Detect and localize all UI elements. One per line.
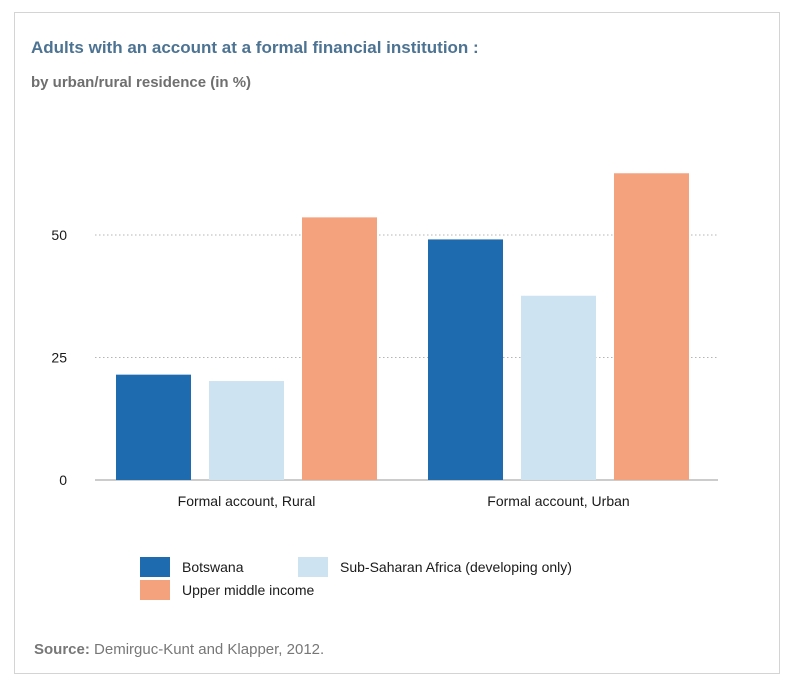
y-tick-label-50: 50 — [51, 227, 67, 243]
x-category-label-formal-account-urban: Formal account, Urban — [487, 493, 629, 509]
legend-label-botswana: Botswana — [182, 559, 244, 575]
legend-swatch-botswana — [140, 557, 170, 577]
legend-item-botswana: Botswana — [140, 557, 243, 577]
y-tick-label-25: 25 — [51, 350, 67, 366]
bar-sub-saharan-africa-developing-only-formal-account-rural — [209, 381, 284, 480]
legend-label-upper-middle-income: Upper middle income — [182, 582, 315, 598]
legend-item-upper-middle-income: Upper middle income — [140, 580, 314, 600]
source-note: Source: Demirguc-Kunt and Klapper, 2012. — [34, 641, 324, 658]
legend-swatch-sub-saharan-africa — [298, 557, 328, 577]
chart-title: Adults with an account at a formal finan… — [31, 38, 479, 57]
legend-item-sub-saharan-africa: Sub-Saharan Africa (developing only) — [298, 557, 572, 577]
source-text: Demirguc-Kunt and Klapper, 2012. — [94, 641, 325, 658]
source-label: Source: — [34, 641, 90, 658]
bar-upper-middle-income-formal-account-rural — [302, 217, 377, 481]
x-category-label-formal-account-rural: Formal account, Rural — [178, 493, 316, 509]
legend-label-sub-saharan-africa: Sub-Saharan Africa (developing only) — [340, 559, 572, 575]
bar-botswana-formal-account-rural — [116, 374, 191, 480]
bar-botswana-formal-account-urban — [428, 239, 503, 480]
legend-swatch-upper-middle-income — [140, 580, 170, 600]
bar-sub-saharan-africa-developing-only-formal-account-urban — [521, 295, 596, 480]
chart-subtitle: by urban/rural residence (in %) — [31, 74, 252, 91]
bar-upper-middle-income-formal-account-urban — [614, 173, 689, 480]
y-tick-label-0: 0 — [59, 472, 67, 488]
